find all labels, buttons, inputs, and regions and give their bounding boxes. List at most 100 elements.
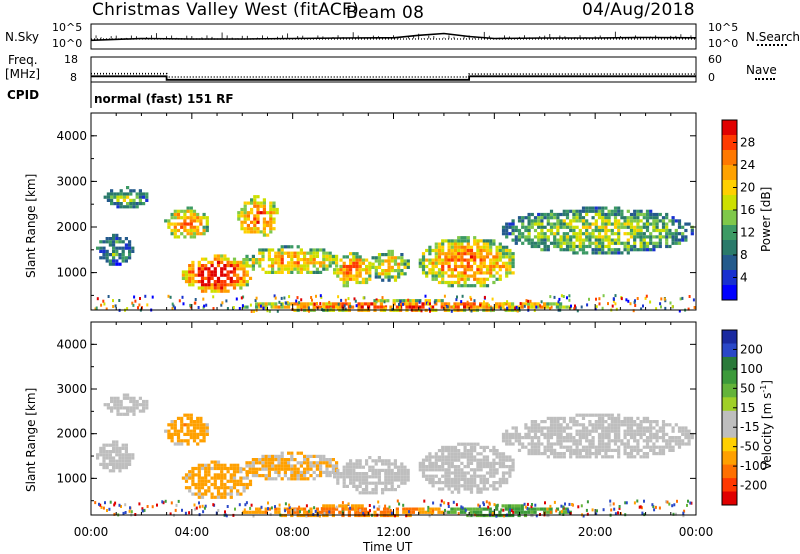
velocity-noise <box>614 512 617 516</box>
velocity-cell-7 <box>578 442 582 446</box>
velocity-cell-3 <box>216 463 221 467</box>
power-noise <box>181 295 184 299</box>
power-cell-9 <box>581 241 586 245</box>
velocity-cell-8 <box>360 504 364 508</box>
power-cell-9 <box>633 209 637 213</box>
velocity-cell-7 <box>607 455 611 459</box>
power-cell-5 <box>255 261 259 265</box>
power-cell-9 <box>607 212 611 217</box>
power-cell-8 <box>485 239 490 243</box>
power-cell-1 <box>126 192 130 196</box>
velocity-cell-5 <box>400 475 404 479</box>
velocity-cell-8 <box>309 507 313 511</box>
velocity-cell-7 <box>601 436 605 440</box>
power-cell-6 <box>342 277 346 281</box>
power-cell-0 <box>115 233 119 237</box>
velocity-cell-6 <box>492 449 496 453</box>
velocity-cell-3 <box>188 476 192 480</box>
power-cell-8 <box>492 280 496 285</box>
power-cell-9 <box>581 219 586 223</box>
velocity-cell-5 <box>349 478 353 482</box>
power-cell-3 <box>226 289 230 293</box>
power-cell-1 <box>116 205 120 209</box>
power-cell-7 <box>406 265 410 269</box>
velocity-cell-6 <box>437 458 442 462</box>
velocity-cell-6 <box>476 474 480 478</box>
velocity-cell-7 <box>597 436 602 440</box>
velocity-cell-6 <box>489 461 493 465</box>
power-cell-9 <box>591 241 595 245</box>
velocity-cell-8 <box>383 510 387 514</box>
power-cell-3 <box>220 280 224 284</box>
velocity-cell-5 <box>377 478 381 482</box>
power-cell-7 <box>400 256 404 260</box>
velocity-cell-6 <box>479 490 483 494</box>
velocity-cell-6 <box>441 465 445 469</box>
power-noise <box>573 307 576 311</box>
velocity-noise <box>98 502 100 506</box>
power-cell-8 <box>434 277 438 281</box>
power-cell-3 <box>204 267 208 271</box>
velocity-ytick-label: 1000 <box>56 471 87 485</box>
power-cell-10 <box>363 302 367 306</box>
power-cell-8 <box>447 261 451 265</box>
velocity-cell-2 <box>186 413 190 417</box>
velocity-cell-7 <box>501 432 506 436</box>
power-cell-9 <box>671 238 675 242</box>
power-cell-9 <box>585 238 589 242</box>
power-cell-2 <box>183 225 187 229</box>
velocity-cell-4 <box>283 474 287 478</box>
power-cell-9 <box>556 222 560 226</box>
power-cell-5 <box>287 261 291 265</box>
velocity-cell-4 <box>299 474 303 478</box>
velocity-cell-6 <box>437 465 442 469</box>
power-cell-4 <box>269 204 273 208</box>
power-cell-9 <box>543 235 547 239</box>
power-cell-8 <box>501 261 506 265</box>
velocity-cell-7 <box>655 429 659 433</box>
power-cell-5 <box>290 264 294 268</box>
power-cell-8 <box>460 239 464 243</box>
power-cell-3 <box>188 276 192 280</box>
power-cell-9 <box>655 244 659 249</box>
velocity-cell-7 <box>572 416 576 420</box>
power-cell-3 <box>207 267 211 271</box>
power-cell-7 <box>377 256 382 260</box>
velocity-cell-8 <box>325 510 329 514</box>
power-cell-8 <box>482 242 486 246</box>
power-cell-5 <box>315 251 319 255</box>
velocity-cell-6 <box>437 449 442 453</box>
velocity-noise <box>250 503 253 507</box>
power-cell-5 <box>315 261 319 265</box>
power-cell-9 <box>546 238 550 242</box>
velocity-cell-4 <box>306 461 310 465</box>
power-cell-6 <box>355 264 359 269</box>
power-cell-9 <box>514 241 518 245</box>
velocity-cell-3 <box>223 482 227 487</box>
power-cell-9 <box>533 222 538 226</box>
velocity-cell-5 <box>393 459 397 463</box>
power-cell-10 <box>552 302 556 306</box>
power-cell-4 <box>262 233 266 237</box>
power-cell-8 <box>434 274 438 278</box>
velocity-noise <box>690 501 693 505</box>
power-cell-8 <box>453 255 458 259</box>
power-cell-10 <box>303 302 307 306</box>
power-cell-3 <box>207 273 211 277</box>
power-colorbar-swatch <box>722 240 737 256</box>
velocity-cell-7 <box>623 448 627 452</box>
power-cell-9 <box>505 235 509 239</box>
velocity-cell-7 <box>540 426 544 430</box>
power-cell-0 <box>105 256 109 260</box>
power-cell-9 <box>661 235 666 239</box>
velocity-cell-7 <box>562 436 566 440</box>
velocity-cell-2 <box>186 429 190 433</box>
power-cell-3 <box>213 283 217 287</box>
power-cell-9 <box>613 238 618 242</box>
velocity-cell-6 <box>469 490 474 494</box>
velocity-cell-5 <box>374 481 378 485</box>
velocity-cell-6 <box>428 455 432 459</box>
velocity-cell-6 <box>473 474 477 478</box>
power-noise <box>296 296 299 300</box>
power-ytick-label: 1000 <box>56 266 87 280</box>
